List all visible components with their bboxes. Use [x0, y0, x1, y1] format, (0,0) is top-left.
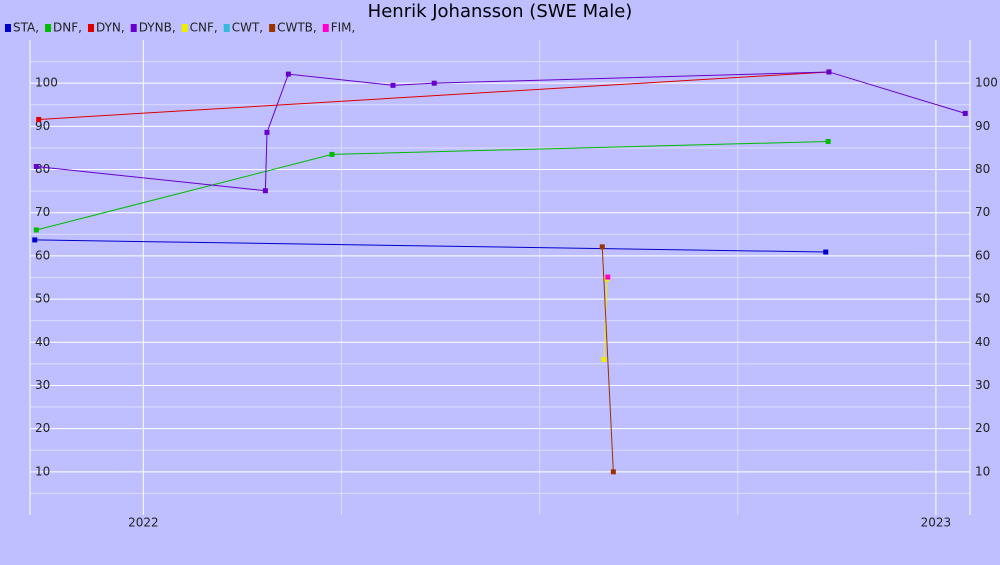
y2-tick-label: 40 [975, 335, 990, 349]
data-point [826, 69, 832, 75]
x-tick-label: 2022 [128, 516, 159, 530]
y2-tick-label: 90 [975, 119, 990, 133]
data-point [605, 274, 611, 280]
data-point [823, 249, 829, 255]
data-point [962, 110, 968, 116]
y2-tick-label: 100 [975, 76, 998, 90]
legend-swatch [5, 24, 11, 32]
legend-label: STA, [13, 21, 39, 35]
legend-swatch [269, 24, 276, 32]
y-tick-label: 90 [35, 119, 50, 133]
data-point [601, 357, 607, 363]
series-line [36, 71, 966, 192]
data-point [285, 71, 291, 77]
x-tick-label: 2023 [921, 516, 952, 530]
y2-tick-label: 70 [975, 205, 990, 219]
legend-label: FIM, [331, 21, 356, 35]
legend-label: DYN, [96, 21, 125, 35]
data-point [390, 82, 396, 88]
series-line [601, 246, 614, 472]
data-point [36, 116, 42, 122]
y2-tick-label: 20 [975, 421, 990, 435]
series-line [38, 71, 829, 120]
data-point [33, 164, 39, 170]
legend-label: CWT, [232, 21, 263, 35]
y-tick-label: 10 [35, 464, 50, 478]
y-tick-label: 70 [35, 205, 50, 219]
y-tick-label: 60 [35, 248, 50, 262]
data-point [264, 129, 270, 135]
legend-swatch [87, 24, 94, 32]
data-point [825, 138, 831, 144]
y2-tick-label: 10 [975, 464, 990, 478]
y-tick-label: 20 [35, 421, 50, 435]
chart-title: Henrik Johansson (SWE Male) [368, 1, 633, 22]
legend-swatch [322, 24, 329, 32]
data-point [431, 80, 437, 86]
data-point [610, 469, 616, 475]
data-point [32, 237, 38, 243]
y2-tick-label: 80 [975, 162, 990, 176]
y-tick-label: 100 [35, 76, 58, 90]
legend-swatch [130, 24, 137, 32]
y2-tick-label: 50 [975, 292, 990, 306]
legend-label: DYNB, [139, 21, 176, 35]
y2-tick-label: 30 [975, 378, 990, 392]
legend-swatch [181, 24, 188, 32]
legend-label: CNF, [190, 21, 218, 35]
legend-swatch [45, 24, 52, 32]
data-point [33, 227, 39, 233]
y-tick-label: 40 [35, 335, 50, 349]
y-tick-label: 50 [35, 292, 50, 306]
legend-label: DNF, [53, 21, 82, 35]
y-tick-label: 30 [35, 378, 50, 392]
legend-label: CWTB, [277, 21, 317, 35]
y2-tick-label: 60 [975, 248, 990, 262]
data-point [262, 188, 268, 194]
data-point [599, 244, 605, 250]
data-point [329, 151, 335, 157]
legend-swatch [223, 24, 230, 32]
series-line [34, 239, 826, 253]
